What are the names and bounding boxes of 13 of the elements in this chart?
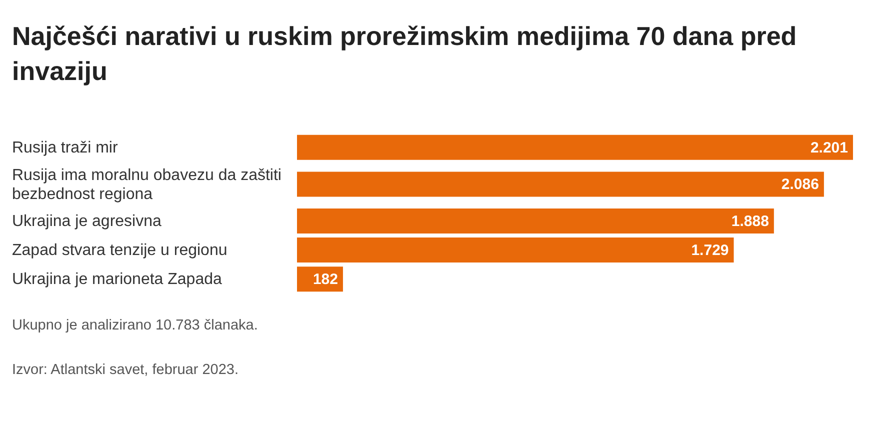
- data-label: 2.086: [781, 176, 819, 194]
- data-label: 2.201: [810, 139, 848, 156]
- y-tick-label: Rusija traži mir: [12, 139, 118, 156]
- text: Izvor: Atlantski savet, februar 2023.: [12, 362, 238, 378]
- y-tick-label: Ukrajina je agresivna: [12, 212, 162, 230]
- text: Ukupno je analizirano 10.783 članaka.: [12, 318, 258, 334]
- chart-title: Najčešći narativi u ruskim prorežimskim medijima 70 dana pred invaziju: [12, 21, 797, 86]
- data-label: 1.888: [731, 212, 769, 230]
- y-tick-label: Zapad stvara tenzije u regionu: [12, 242, 228, 260]
- y-tick-label: Rusija ima moralnu obavezu da zaštiti bezbednost regiona: [12, 167, 282, 204]
- data-label: 1.729: [691, 242, 729, 260]
- y-tick-label: Ukrajina je marioneta Zapada: [12, 271, 222, 288]
- data-label: 182: [312, 271, 338, 288]
